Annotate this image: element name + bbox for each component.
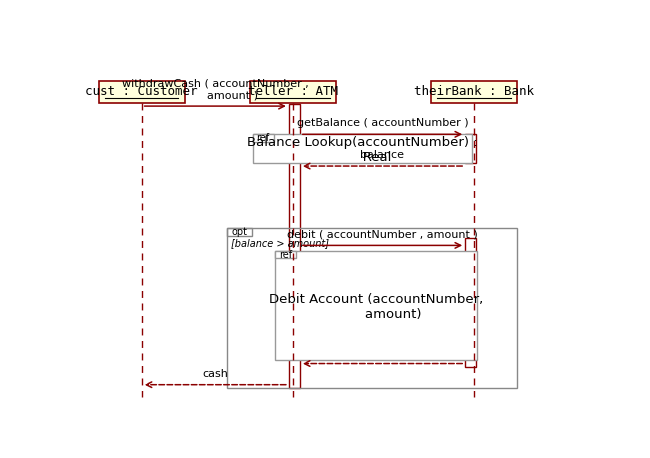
- Text: ref: ref: [257, 133, 270, 143]
- Bar: [227, 228, 252, 236]
- Text: [balance > amount]: [balance > amount]: [231, 238, 330, 248]
- Text: getBalance ( accountNumber ): getBalance ( accountNumber ): [296, 118, 468, 128]
- FancyBboxPatch shape: [465, 238, 476, 367]
- FancyBboxPatch shape: [99, 81, 185, 104]
- Bar: [252, 134, 274, 142]
- Text: withdrawCash ( accountNumber ,
          amount ): withdrawCash ( accountNumber , amount ): [122, 78, 309, 100]
- Bar: [275, 251, 476, 360]
- Text: cash: cash: [202, 369, 228, 379]
- Bar: [227, 228, 517, 388]
- Text: Debit Account (accountNumber,
        amount): Debit Account (accountNumber, amount): [269, 293, 483, 321]
- FancyBboxPatch shape: [289, 104, 300, 388]
- FancyBboxPatch shape: [465, 134, 476, 163]
- Text: opt: opt: [231, 227, 248, 237]
- Text: ref: ref: [280, 250, 292, 260]
- Text: Balance Lookup(accountNumber) :
       Real: Balance Lookup(accountNumber) : Real: [247, 136, 477, 164]
- Text: cust : Customer: cust : Customer: [85, 86, 198, 98]
- Text: theirBank : Bank: theirBank : Bank: [414, 86, 534, 98]
- Bar: [275, 251, 296, 258]
- Text: balance: balance: [361, 150, 404, 160]
- Bar: [252, 134, 472, 163]
- FancyBboxPatch shape: [432, 81, 517, 104]
- Text: teller : ATM: teller : ATM: [248, 86, 338, 98]
- Text: debit ( accountNumber , amount ): debit ( accountNumber , amount ): [287, 229, 478, 240]
- FancyBboxPatch shape: [250, 81, 335, 104]
